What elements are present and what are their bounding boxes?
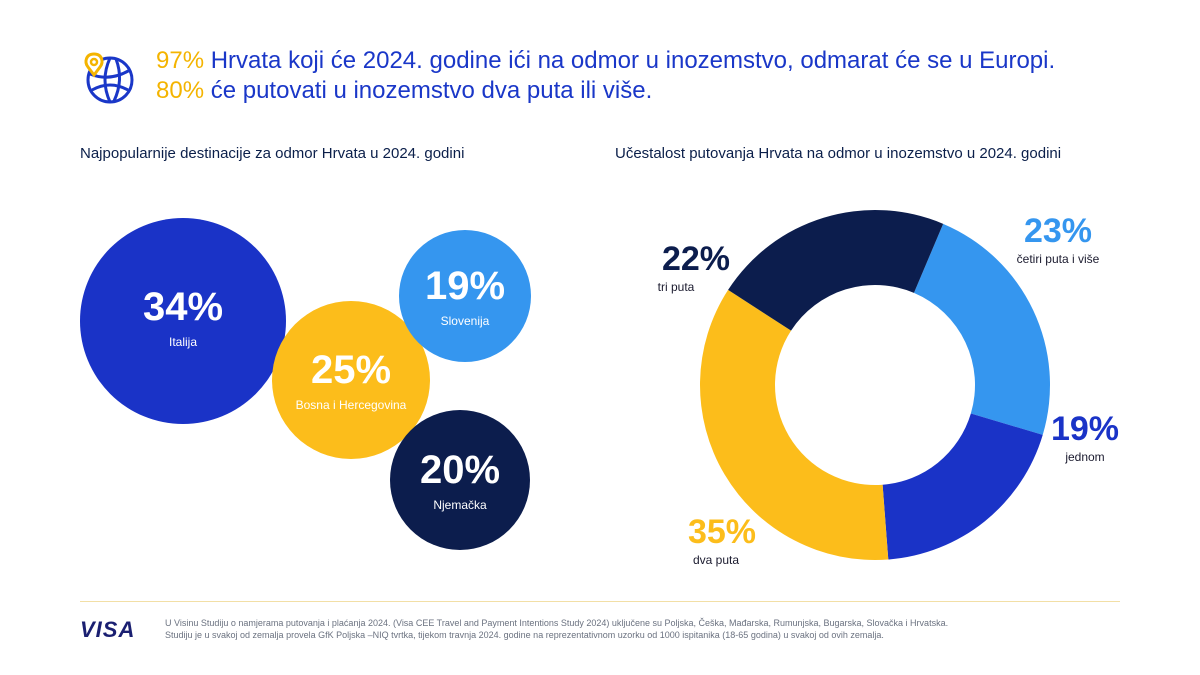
- headline-line-1: 97% Hrvata koji će 2024. godine ići na o…: [156, 46, 1055, 76]
- bubble-label: Italija: [168, 335, 197, 349]
- bubble-njemacka: 20% Njemačka: [390, 410, 530, 550]
- visa-logo: VISA: [80, 617, 136, 642]
- donut-label-dva-puta: 35% dva puta: [662, 513, 782, 567]
- footnote-line-2: Studiju je u svakoj od zemalja provela G…: [165, 630, 884, 640]
- donut-slice-1: [882, 413, 1043, 560]
- headline-text-1: Hrvata koji će 2024. godine ići na odmor…: [204, 47, 1056, 74]
- bubble-value: 25%: [310, 348, 392, 392]
- bubble-value: 20%: [419, 448, 501, 492]
- bubble-italija: 34% Italija: [80, 218, 286, 424]
- header: 97% Hrvata koji će 2024. godine ići na o…: [80, 44, 1140, 114]
- donut-label-tri-puta: 22% tri puta: [636, 240, 756, 294]
- frequency-donut-chart: [700, 210, 1050, 560]
- footnote: U Visinu Studiju o namjerama putovanja i…: [165, 617, 948, 641]
- headline-pct-2: 80%: [156, 77, 205, 104]
- bubble-label: Slovenija: [440, 314, 490, 328]
- donut-label-category: dva puta: [692, 553, 740, 567]
- frequency-chart-title: Učestalost putovanja Hrvata na odmor u i…: [615, 145, 1062, 162]
- headline-line-2: 80% će putovati u inozemstvo dva puta il…: [156, 76, 1055, 106]
- donut-slice-0: [913, 223, 1050, 435]
- destinations-chart-title: Najpopularnije destinacije za odmor Hrva…: [80, 145, 465, 162]
- globe-location-icon: [84, 52, 134, 104]
- donut-label-category: jednom: [1065, 450, 1105, 464]
- footer-divider: [80, 601, 1120, 602]
- headline: 97% Hrvata koji će 2024. godine ići na o…: [156, 46, 1055, 106]
- bubble-value: 34%: [142, 285, 224, 329]
- headline-text-2: će putovati u inozemstvo dva puta ili vi…: [204, 77, 653, 104]
- donut-label-value: 23%: [1023, 212, 1093, 250]
- donut-slice-2: [700, 289, 889, 560]
- bubble-slovenija: 19% Slovenija: [399, 230, 531, 362]
- bubble-bosna-i-hercegovina: 25% Bosna i Hercegovina: [272, 301, 430, 459]
- headline-pct-1: 97%: [156, 47, 205, 74]
- donut-label-jednom: 19% jednom: [1025, 410, 1145, 464]
- donut-label-value: 35%: [687, 513, 757, 551]
- donut-slice-3: [728, 210, 944, 331]
- footnote-line-1: U Visinu Studiju o namjerama putovanja i…: [165, 618, 949, 628]
- donut-label-cetiri-puta: 23% četiri puta i više: [998, 212, 1118, 266]
- bubble-label: Bosna i Hercegovina: [295, 398, 407, 412]
- donut-label-category: tri puta: [657, 280, 695, 294]
- donut-label-category: četiri puta i više: [1016, 252, 1100, 266]
- donut-label-value: 22%: [661, 240, 731, 278]
- donut-label-value: 19%: [1050, 410, 1120, 448]
- bubble-label: Njemačka: [433, 498, 487, 512]
- bubble-value: 19%: [424, 264, 506, 308]
